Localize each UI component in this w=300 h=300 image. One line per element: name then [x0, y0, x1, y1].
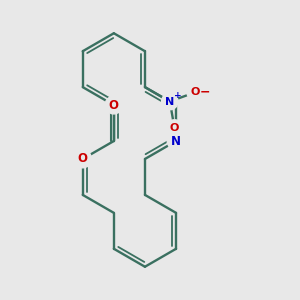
Text: O: O [170, 123, 179, 133]
Text: N: N [171, 134, 181, 148]
Text: O: O [78, 152, 88, 166]
Circle shape [187, 84, 203, 101]
Text: −: − [199, 86, 210, 99]
Circle shape [74, 150, 92, 168]
Text: O: O [190, 87, 200, 97]
Text: O: O [109, 99, 119, 112]
Circle shape [167, 132, 185, 150]
Text: N: N [165, 97, 175, 106]
Circle shape [105, 96, 123, 114]
Circle shape [162, 93, 178, 110]
Circle shape [166, 120, 183, 136]
Text: +: + [174, 91, 182, 100]
